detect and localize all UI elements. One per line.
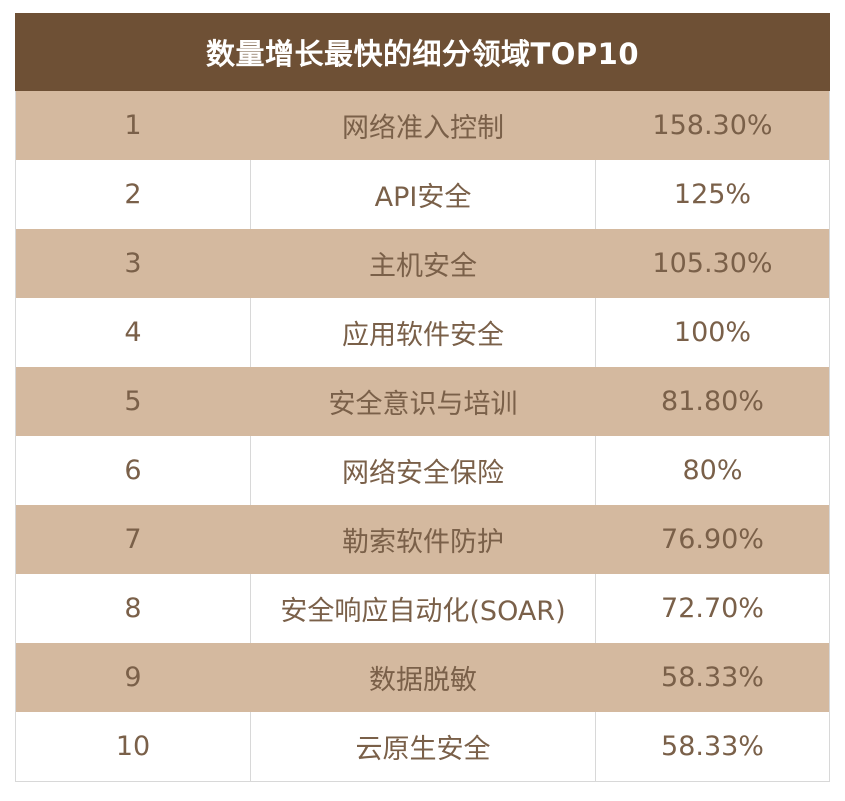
table-title: 数量增长最快的细分领域TOP10 <box>15 13 830 91</box>
growth-cell: 58.33% <box>661 662 764 693</box>
rank-cell: 4 <box>124 317 142 348</box>
growth-cell: 81.80% <box>661 386 764 417</box>
table-row: 1 网络准入控制 158.30% <box>16 91 829 160</box>
growth-cell: 58.33% <box>661 731 764 762</box>
table-row: 6 网络安全保险 80% <box>16 436 829 505</box>
growth-cell: 72.70% <box>661 593 764 624</box>
category-cell: 安全响应自动化(SOAR) <box>250 574 596 643</box>
growth-cell: 76.90% <box>661 524 764 555</box>
table-row: 10 云原生安全 58.33% <box>16 712 829 781</box>
table-body: 1 网络准入控制 158.30% 2 API安全 125% 3 主机安全 105… <box>15 91 830 782</box>
ranking-table: 数量增长最快的细分领域TOP10 1 网络准入控制 158.30% 2 API安… <box>15 13 830 782</box>
growth-cell: 80% <box>682 455 743 486</box>
rank-cell: 3 <box>124 248 142 279</box>
rank-cell: 5 <box>124 386 142 417</box>
rank-cell: 1 <box>124 110 142 141</box>
table-row: 3 主机安全 105.30% <box>16 229 829 298</box>
rank-cell: 9 <box>124 662 142 693</box>
table-row: 4 应用软件安全 100% <box>16 298 829 367</box>
category-cell: 勒索软件防护 <box>342 527 504 558</box>
category-cell: 网络准入控制 <box>342 113 504 144</box>
growth-cell: 125% <box>673 179 752 210</box>
category-cell: 云原生安全 <box>250 712 596 781</box>
rank-cell: 2 <box>124 179 142 210</box>
rank-cell: 7 <box>124 524 142 555</box>
rank-cell: 8 <box>124 593 142 624</box>
category-cell: API安全 <box>250 160 596 229</box>
table-row: 8 安全响应自动化(SOAR) 72.70% <box>16 574 829 643</box>
category-cell: 数据脱敏 <box>369 665 477 696</box>
category-cell: 安全意识与培训 <box>328 389 518 420</box>
category-cell: 应用软件安全 <box>250 298 596 367</box>
rank-cell: 10 <box>115 731 151 762</box>
rank-cell: 6 <box>124 455 142 486</box>
table-row: 7 勒索软件防护 76.90% <box>16 505 829 574</box>
growth-cell: 158.30% <box>652 110 773 141</box>
category-cell: 主机安全 <box>369 251 477 282</box>
growth-cell: 100% <box>673 317 752 348</box>
table-row: 9 数据脱敏 58.33% <box>16 643 829 712</box>
category-cell: 网络安全保险 <box>250 436 596 505</box>
growth-cell: 105.30% <box>652 248 773 279</box>
table-row: 2 API安全 125% <box>16 160 829 229</box>
table-row: 5 安全意识与培训 81.80% <box>16 367 829 436</box>
